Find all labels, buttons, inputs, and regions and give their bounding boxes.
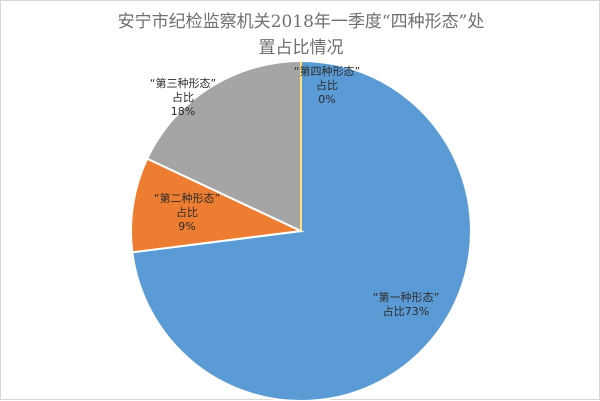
pie-data-label-4-line-1: “第四种形态”	[294, 64, 360, 78]
pie-slices	[130, 59, 472, 401]
pie-data-label-4-line-3: 0%	[318, 93, 335, 106]
pie-data-label-2-line-1: “第二种形态”	[154, 191, 220, 205]
pie-data-label-4: “第四种形态”占比 0%	[294, 64, 360, 106]
pie-data-label-2: “第二种形态”占比 9%	[154, 191, 220, 233]
pie-data-labels: “第一种形态”占比73%“第二种形态”占比 9%“第三种形态”占比 18%“第四种形…	[150, 64, 439, 318]
chart-title-line-2: 置占比情况	[259, 38, 344, 58]
pie-data-label-3-line-1: “第三种形态”	[150, 76, 216, 90]
pie-slice-2	[130, 157, 305, 254]
pie-data-label-3-line-3: 18%	[171, 105, 195, 118]
pie-data-label-3-line-2: 占比	[172, 90, 194, 104]
chart-title-line-1: 安宁市纪检监察机关2018年一季度“四种形态”处	[118, 12, 485, 32]
pie-data-label-1: “第一种形态”占比73%	[373, 290, 439, 318]
pie-data-label-1-line-1: “第一种形态”	[373, 290, 439, 304]
pie-data-label-2-line-3: 9%	[178, 220, 195, 233]
pie-data-label-4-line-2: 占比	[316, 78, 338, 92]
pie-slice-3	[145, 59, 302, 233]
pie-data-label-1-line-2: 占比73%	[383, 304, 429, 318]
pie-data-label-3: “第三种形态”占比 18%	[150, 76, 216, 118]
pie-data-label-2-line-2: 占比	[176, 205, 198, 219]
